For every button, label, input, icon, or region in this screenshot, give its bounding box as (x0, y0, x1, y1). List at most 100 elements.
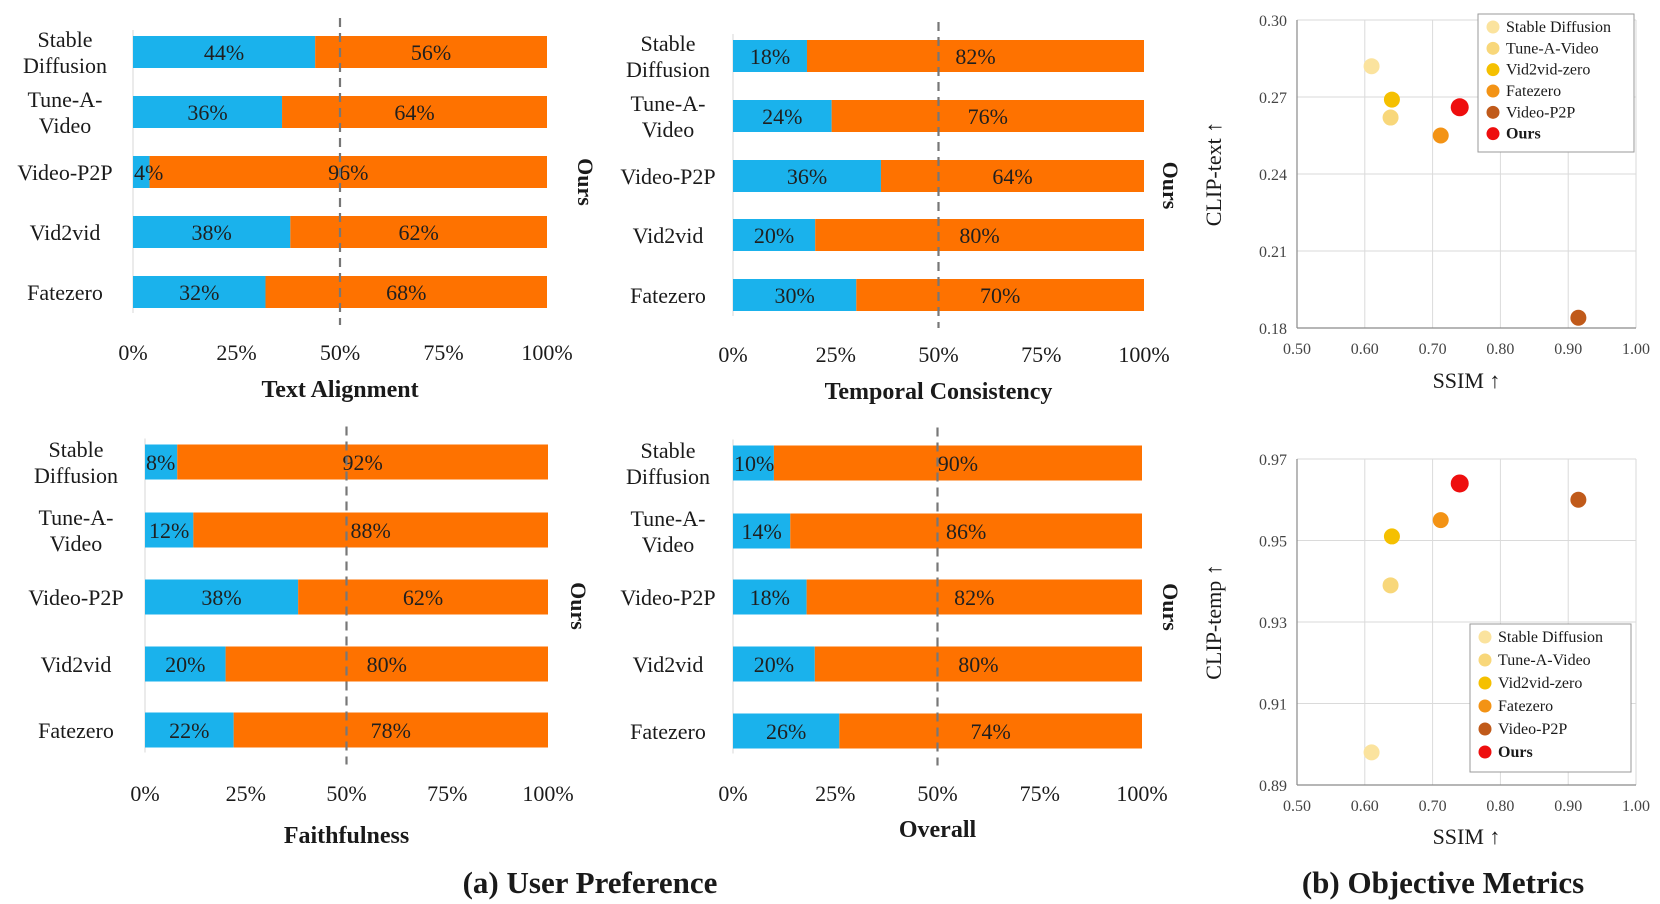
legend-entry-video-p2p: Video-P2P (1506, 104, 1575, 121)
scatter-point-stable-diffusion (1363, 58, 1380, 75)
bar-ours-vid2vid (225, 646, 548, 682)
legend-entry-vid2vid-zero: Vid2vid-zero (1498, 675, 1582, 692)
bar-label-ours: 74% (971, 719, 1011, 744)
bar-baseline-tune-a-video (133, 96, 283, 128)
bar-label-baseline: 20% (165, 652, 205, 677)
bar-ours-vid2vid (290, 216, 547, 248)
bar-label-ours: 56% (411, 40, 451, 65)
bar-baseline-vid2vid (133, 216, 291, 248)
x-tick-label: 1.00 (1622, 798, 1650, 815)
legend-marker-tune-a-video (1478, 653, 1492, 667)
legend-entry-ours: Ours (1498, 744, 1533, 761)
legend-entry-stable-diffusion: Stable Diffusion (1498, 629, 1603, 646)
bar-baseline-stable-diffusion (733, 445, 774, 481)
bar-baseline-fatezero (733, 713, 840, 749)
scatter-point-vid2vid-zero (1383, 528, 1400, 545)
scatter-legend: Stable Diffusion Tune-A-Video Vid2vid-zero… (1469, 623, 1632, 773)
bar-label-baseline: 20% (754, 652, 794, 677)
x-tick-label: 0.50 (1283, 341, 1311, 358)
legend-entry-tune-a-video: Tune-A-Video (1506, 40, 1599, 57)
bar-label-ours: 64% (992, 164, 1032, 189)
x-tick-label: 0.60 (1351, 341, 1379, 358)
bar-label-ours: 82% (955, 44, 995, 69)
x-tick-label: 0.60 (1351, 798, 1379, 815)
x-tick-label: 100% (522, 781, 573, 806)
bar-label-baseline: 26% (766, 719, 806, 744)
x-tick-label: 75% (423, 340, 463, 365)
category-label: Fatezero (38, 718, 114, 743)
bar-baseline-video-p2p (733, 579, 807, 615)
category-label-line2: Diffusion (626, 57, 710, 82)
y-axis-label: CLIP-temp ↑ (1201, 564, 1226, 680)
legend-box (1477, 13, 1635, 153)
x-tick-label: 25% (226, 781, 266, 806)
bar-baseline-fatezero (145, 712, 234, 748)
x-tick-label: 25% (816, 342, 856, 367)
x-tick-label: 50% (917, 781, 957, 806)
x-tick-label: 0% (718, 781, 747, 806)
bar-label-ours: 96% (328, 160, 368, 185)
category-label-line1: Tune-A- (631, 91, 706, 116)
y-tick-label: 0.18 (1259, 321, 1287, 338)
bar-label-baseline: 30% (774, 283, 814, 308)
category-label: Vid2vid (633, 652, 704, 677)
category-label-line2: Diffusion (626, 464, 710, 489)
bar-baseline-fatezero (733, 279, 857, 311)
bar-ours-tune-a-video (193, 512, 549, 548)
bar-ours-fatezero (233, 712, 548, 748)
x-axis-label: SSIM ↑ (1433, 368, 1501, 393)
bar-label-baseline: 36% (787, 164, 827, 189)
y-tick-label: 0.89 (1259, 778, 1287, 795)
x-tick-label: 75% (427, 781, 467, 806)
bar-baseline-video-p2p (145, 579, 299, 615)
category-label-line2: Diffusion (23, 53, 107, 78)
x-tick-label: 0.80 (1486, 798, 1514, 815)
x-tick-label: 0.80 (1486, 341, 1514, 358)
legend-marker-video-p2p (1486, 105, 1500, 119)
category-label-line2: Diffusion (34, 463, 118, 488)
bar-ours-video-p2p (806, 579, 1142, 615)
bar-label-ours: 64% (394, 100, 434, 125)
bar-ours-fatezero (839, 713, 1142, 749)
bar-label-baseline: 24% (762, 104, 802, 129)
bar-baseline-tune-a-video (733, 100, 832, 132)
scatter-chart-clip-temp: 0.50 0.60 0.70 0.80 0.90 1.00 0.89 0.91 0.93 0.95… (1201, 452, 1650, 849)
bar-ours-video-p2p (880, 160, 1144, 192)
scatter-point-vid2vid-zero (1383, 91, 1400, 108)
category-label-line1: Tune-A- (39, 505, 114, 530)
x-tick-label: 100% (521, 340, 572, 365)
scatter-point-fatezero (1432, 127, 1449, 144)
bar-ours-video-p2p (149, 156, 547, 188)
category-label: Vid2vid (41, 652, 112, 677)
legend-entry-tune-a-video: Tune-A-Video (1498, 652, 1591, 669)
bar-label-ours: 92% (342, 450, 382, 475)
x-tick-label: 100% (1116, 781, 1167, 806)
bar-ours-stable-diffusion (315, 36, 547, 68)
ours-side-label: Ours (573, 158, 598, 206)
bar-baseline-vid2vid (733, 646, 815, 682)
ours-side-label: Ours (1158, 583, 1183, 631)
category-label: Video-P2P (17, 160, 112, 185)
bar-label-baseline: 38% (191, 220, 231, 245)
caption-user-preference: (a) User Preference (463, 865, 718, 900)
legend-entry-ours: Ours (1506, 126, 1541, 143)
y-tick-label: 0.93 (1259, 615, 1287, 632)
scatter-point-tune-a-video (1382, 577, 1399, 594)
x-tick-label: 0.70 (1419, 341, 1447, 358)
bar-ours-video-p2p (298, 579, 548, 615)
bar-label-baseline: 18% (750, 44, 790, 69)
legend-entry-stable-diffusion: Stable Diffusion (1506, 19, 1611, 36)
category-label: Vid2vid (633, 223, 704, 248)
bar-label-baseline: 44% (204, 40, 244, 65)
x-tick-label: 50% (326, 781, 366, 806)
bar-baseline-stable-diffusion (133, 36, 316, 68)
panel-title: Faithfulness (284, 823, 409, 849)
bar-ours-fatezero (856, 279, 1144, 311)
legend-entry-fatezero: Fatezero (1506, 83, 1561, 100)
y-tick-label: 0.30 (1259, 13, 1287, 30)
bar-label-ours: 90% (938, 451, 978, 476)
legend-entry-vid2vid-zero: Vid2vid-zero (1506, 62, 1590, 79)
